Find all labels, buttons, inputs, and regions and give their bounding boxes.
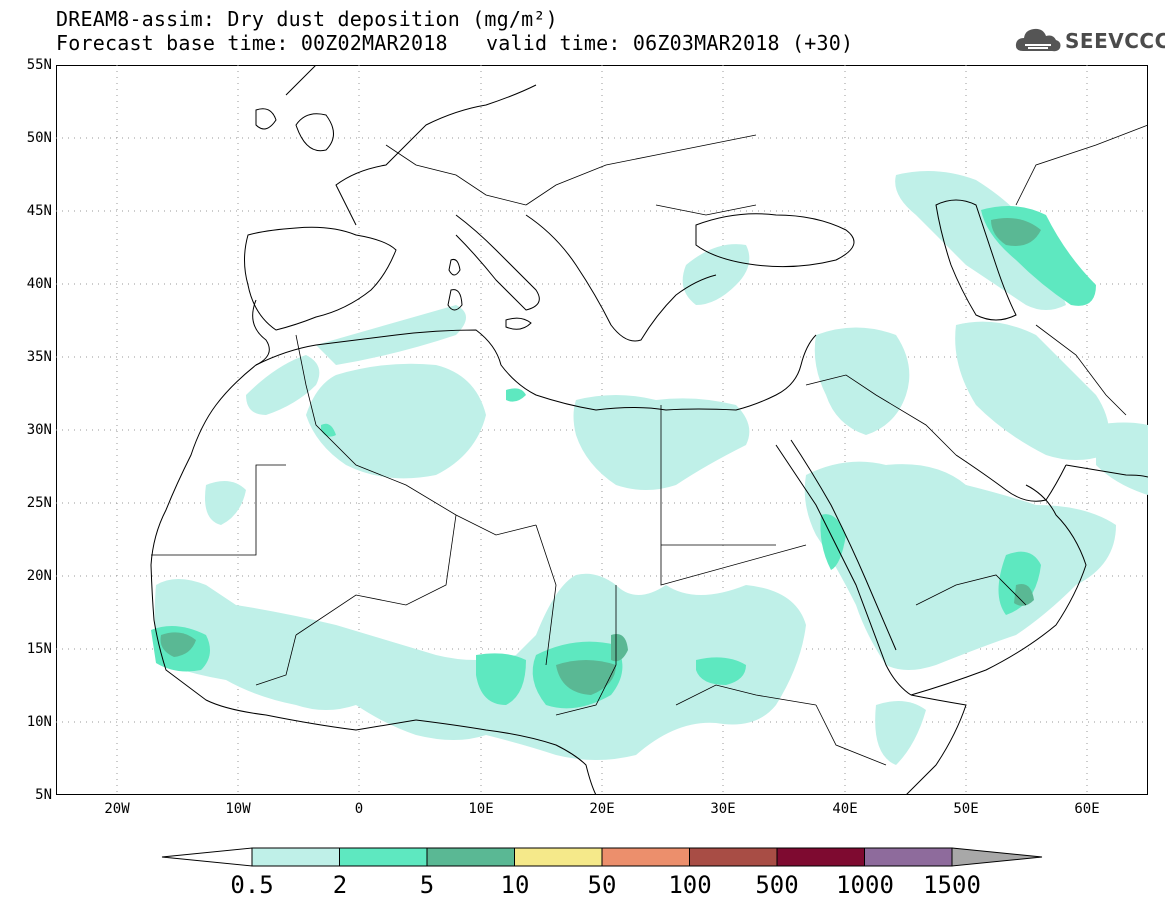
lon-label-40e: 40E (832, 801, 858, 817)
lon-label-20e: 20E (589, 801, 615, 817)
legend-swatch (339, 847, 428, 867)
cloud-logo-icon (1015, 28, 1061, 52)
lat-label-10n: 10N (26, 714, 52, 730)
legend-swatch (251, 847, 340, 867)
legend-label-0-5: 0.5 (230, 871, 274, 899)
legend-label-10: 10 (500, 871, 530, 899)
lat-label-25n: 25N (26, 495, 52, 511)
lon-label-10e: 10E (468, 801, 494, 817)
legend-swatch (601, 847, 690, 867)
forecast-base-time: Forecast base time: 00Z02MAR2018 (56, 31, 448, 55)
lat-label-30n: 30N (26, 422, 52, 438)
legend-label-50: 50 (587, 871, 617, 899)
legend-swatch (426, 847, 515, 867)
brand-logo: SEEVCCC (1013, 24, 1165, 60)
lon-label-0: 0 (354, 801, 364, 817)
legend-label-500: 500 (755, 871, 799, 899)
lon-label-20w: 20W (104, 801, 130, 817)
legend-swatch (514, 847, 603, 867)
lat-label-50n: 50N (26, 130, 52, 146)
legend-boxes (251, 847, 953, 867)
lon-label-50e: 50E (953, 801, 979, 817)
map-canvas (56, 65, 1148, 795)
lat-label-40n: 40N (26, 276, 52, 292)
legend-colorbar (161, 847, 1043, 867)
color-legend: 0.5 2 5 10 50 100 500 1000 1500 (160, 846, 1045, 904)
deposition-dark (160, 217, 1041, 695)
legend-label-2: 2 (332, 871, 348, 899)
lon-label-10w: 10W (225, 801, 251, 817)
lon-label-60e: 60E (1074, 801, 1100, 817)
lon-label-30e: 30E (710, 801, 736, 817)
lat-label-55n: 55N (26, 57, 52, 73)
legend-arrow-low (161, 847, 253, 867)
lat-label-5n: 5N (35, 787, 52, 803)
legend-label-1000: 1000 (836, 871, 894, 899)
legend-swatch (689, 847, 778, 867)
deposition-light (154, 171, 1148, 765)
legend-label-5: 5 (419, 871, 435, 899)
valid-time: valid time: 06Z03MAR2018 (+30) (486, 31, 854, 55)
legend-swatch (776, 847, 865, 867)
lat-label-20n: 20N (26, 568, 52, 584)
legend-arrow-high (951, 847, 1043, 867)
legend-label-1500: 1500 (923, 871, 981, 899)
legend-swatch (864, 847, 953, 867)
coastlines (150, 65, 1148, 795)
brand-name: SEEVCCC (1065, 29, 1165, 53)
title-block: DREAM8-assim: Dry dust deposition (mg/m²… (56, 8, 956, 64)
lat-label-15n: 15N (26, 641, 52, 657)
legend-label-100: 100 (668, 871, 712, 899)
lat-label-35n: 35N (26, 349, 52, 365)
chart-title: DREAM8-assim: Dry dust deposition (mg/m²… (56, 7, 558, 31)
country-borders (151, 124, 1148, 766)
lat-label-45n: 45N (26, 203, 52, 219)
